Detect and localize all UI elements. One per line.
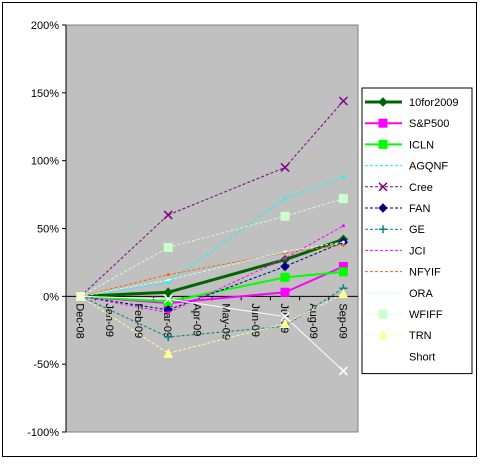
legend-label: ORA [409,288,434,300]
series-line [80,287,344,338]
marker [164,333,173,342]
legend-label: Cree [409,182,433,194]
marker [280,261,290,272]
marker [280,287,290,297]
marker [378,309,388,319]
marker [280,312,290,322]
marker [338,267,348,277]
y-tick-label: 100% [31,156,59,168]
marker [280,162,290,172]
legend-label: FAN [409,203,430,215]
series-line [80,244,344,297]
y-tick-label: -100% [27,427,59,439]
x-tick-label: Dec-08 [74,303,86,338]
point [166,281,170,285]
point [341,240,345,244]
point [341,175,345,179]
series-line [80,241,344,311]
legend-box [361,87,473,375]
series-line [80,270,344,303]
marker [338,96,348,106]
legend-label: AGQNF [409,161,448,173]
marker [280,318,290,328]
plot-area [65,24,359,433]
y-tick-label: 200% [31,20,59,32]
marker [338,288,349,299]
point [166,273,170,277]
legend-label: TRN [409,330,432,342]
series-line [80,293,344,354]
marker [163,294,173,304]
point [283,197,287,201]
y-tick-label: -50% [33,359,59,371]
legend-label: NFYIF [409,267,441,279]
marker [280,211,290,221]
point [341,243,345,247]
marker [378,203,388,213]
series-line [80,198,344,297]
marker [163,210,173,220]
series-line [80,237,344,298]
marker [163,348,174,358]
marker [338,366,348,376]
series-line [80,225,344,314]
y-tick-label: 0% [43,291,59,303]
legend-label: S&P500 [409,118,449,130]
marker [378,118,388,128]
marker [378,330,388,340]
marker [338,194,348,204]
x-tick-label: Sep-09 [336,303,348,338]
series-line [80,100,344,297]
marker [163,287,173,297]
marker [379,225,387,234]
marker [76,291,86,301]
marker [378,351,388,361]
marker [378,97,388,107]
point [283,250,287,254]
point [166,311,170,315]
marker [280,272,290,282]
x-tick-label: May-09 [220,303,232,340]
legend-label: Short [409,351,435,363]
x-tick-label: Feb-09 [132,303,144,338]
legend-label: 10for2009 [409,97,459,109]
y-tick-label: 50% [37,224,59,236]
x-tick-label: Jun-09 [249,303,261,337]
point [283,256,287,260]
x-tick-label: Jan-09 [103,303,115,337]
point [341,224,345,228]
series-line [80,295,344,372]
marker [163,242,173,252]
marker [378,139,388,149]
legend-label: WFIFF [409,309,443,321]
x-tick-label: Apr-09 [190,303,202,336]
point [166,278,170,282]
legend-label: JCI [409,245,426,257]
legend-label: GE [409,224,425,236]
marker [378,182,388,192]
series-line [80,176,344,297]
legend-label: ICLN [409,139,434,151]
y-tick-label: 150% [31,88,59,100]
x-tick-label: Aug-09 [307,303,319,338]
